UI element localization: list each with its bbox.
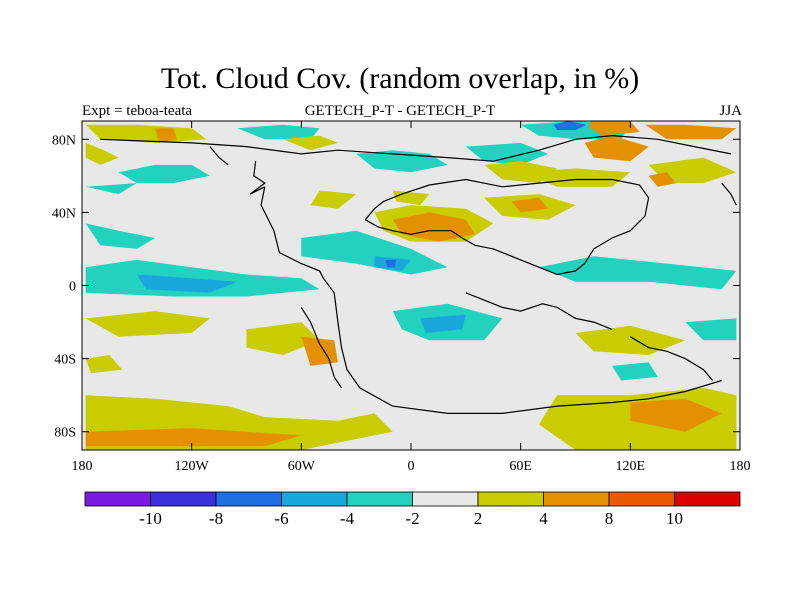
colorbar-swatch	[346, 491, 413, 507]
colorbar: -10 -8 -6 -4 -2 2 4 8 10	[84, 491, 741, 528]
contour-region	[584, 135, 649, 162]
colorbar-label: 10	[666, 509, 683, 528]
contour-region	[246, 322, 320, 355]
y-tick-label: 0	[69, 280, 76, 295]
y-tick-label: 40S	[54, 353, 76, 368]
contour-region	[575, 325, 686, 355]
contour-region	[237, 124, 320, 140]
contour-region	[136, 274, 238, 293]
coastline	[721, 182, 737, 206]
contour-region	[648, 172, 676, 187]
y-axis: 80N 40N 0 40S 80S	[52, 133, 740, 441]
contour-region	[85, 428, 302, 447]
contour-region	[85, 259, 320, 297]
colorbar-swatch	[543, 491, 610, 507]
coastline	[249, 161, 266, 195]
x-tick-label: 60E	[509, 459, 532, 474]
contour-region	[85, 311, 210, 337]
contour-region	[283, 135, 338, 151]
colorbar-swatch	[215, 491, 282, 507]
contour-region	[511, 197, 549, 213]
season-label: JJA	[719, 103, 742, 119]
contour-region	[85, 355, 123, 374]
y-tick-label: 40N	[52, 206, 76, 221]
colorbar-label: -4	[340, 509, 355, 528]
colorbar-label: -10	[139, 509, 162, 528]
coastlines	[100, 134, 737, 414]
colorbar-swatch	[674, 491, 741, 507]
coastline	[209, 146, 229, 166]
colorbar-swatch	[84, 491, 151, 507]
contour-region	[420, 314, 466, 333]
contour-region	[645, 124, 737, 140]
contour-region	[685, 318, 737, 341]
y-tick-label: 80N	[52, 133, 76, 148]
colorbar-swatch	[477, 491, 544, 507]
contour-region	[590, 121, 640, 136]
contour-region	[310, 190, 357, 209]
x-tick-label: 120W	[175, 459, 210, 474]
x-tick-label: 60W	[288, 459, 316, 474]
x-tick-label: 0	[408, 459, 415, 474]
y-tick-label: 80S	[54, 426, 76, 441]
contour-region	[465, 142, 549, 165]
coastline	[300, 307, 342, 389]
contour-region	[85, 223, 156, 249]
experiment-subtitle: GETECH_P-T - GETECH_P-T	[304, 103, 496, 119]
contour-region	[301, 230, 448, 275]
colorbar-swatch	[608, 491, 675, 507]
x-tick-label: 180	[730, 459, 751, 474]
contour-region	[630, 398, 722, 432]
contour-region	[155, 128, 177, 143]
coastline	[100, 134, 732, 162]
colorbar-swatch	[150, 491, 217, 507]
colorbar-swatch	[412, 491, 479, 507]
x-axis: 180 120W 60W 0 60E 120E 180	[72, 121, 751, 474]
colorbar-label: 4	[539, 509, 548, 528]
coastline	[629, 336, 714, 381]
coastline	[465, 292, 613, 330]
chart-title: Tot. Cloud Cov. (random overlap, in %)	[160, 62, 640, 95]
x-tick-label: 180	[72, 459, 93, 474]
colorbar-label: -2	[405, 509, 419, 528]
contour-region	[538, 256, 737, 290]
contour-region	[553, 121, 587, 131]
contour-region	[612, 362, 658, 381]
colorbar-label: 2	[474, 509, 483, 528]
colorbar-label: 8	[605, 509, 614, 528]
x-tick-label: 120E	[616, 459, 646, 474]
coastline	[364, 178, 650, 276]
contour-region	[118, 164, 210, 184]
contour-region	[85, 183, 137, 195]
colorbar-label: -8	[209, 509, 223, 528]
experiment-label: Expt = teboa-teata	[82, 103, 193, 119]
colorbar-label: -6	[274, 509, 288, 528]
contour-region	[85, 142, 119, 165]
coastline	[260, 186, 722, 414]
contour-region	[385, 259, 397, 268]
anomaly-contours	[85, 121, 737, 450]
colorbar-swatch	[281, 491, 348, 507]
